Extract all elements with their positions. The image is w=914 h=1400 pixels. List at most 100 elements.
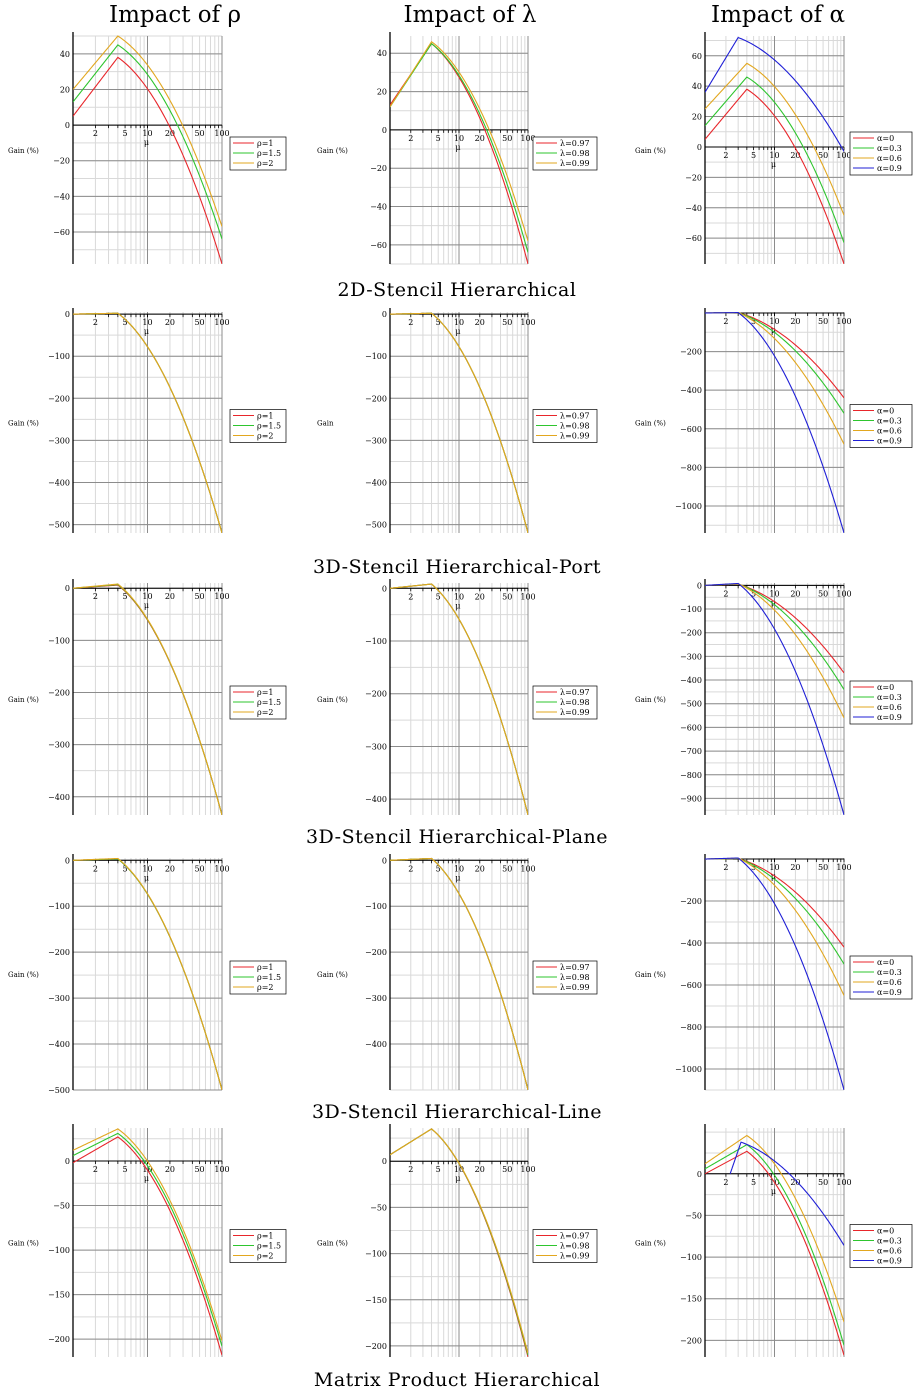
y-axis-label: Gain (%) xyxy=(635,420,666,428)
y-tick-label: −400 xyxy=(365,1040,387,1049)
x-tick-label: 20 xyxy=(790,317,800,326)
chart-panel-r2-c2: −900 −800 −700 −600 −500 −400 −300 −200 −100 0 2 5 1… xyxy=(635,579,913,815)
legend-entry: α=0.6 xyxy=(877,427,902,436)
legend-entry: α=0 xyxy=(877,958,894,967)
series-line-orange xyxy=(73,857,222,1090)
x-tick-label: 2 xyxy=(93,129,98,138)
legend-entry: λ=0.99 xyxy=(560,159,590,168)
y-tick-label: −200 xyxy=(48,948,70,957)
legend-entry: α=0.6 xyxy=(877,154,902,163)
y-tick-label: −300 xyxy=(365,436,387,445)
row-title-matrix-product: Matrix Product Hierarchical xyxy=(313,1369,601,1391)
x-tick-label: 2 xyxy=(408,592,413,601)
x-tick-label: 10 xyxy=(769,863,779,872)
x-tick-label: 10 xyxy=(454,318,464,327)
y-tick-label: 20 xyxy=(60,85,70,94)
y-tick-label: −900 xyxy=(680,794,702,803)
chart-panel-r3-c0: −500 −400 −300 −200 −100 0 2 5 10 20 50 100 μ Gain (%… xyxy=(8,854,287,1095)
y-tick-label: 0 xyxy=(65,856,70,865)
chart-panel-r1-c1: −500 −400 −300 −200 −100 0 2 5 10 20 50 100 μ Gain λ=0… xyxy=(317,308,598,533)
legend-entry: λ=0.97 xyxy=(560,1232,590,1241)
series-line-blue xyxy=(705,582,844,815)
x-axis-label: μ xyxy=(771,598,776,607)
x-tick-label: 10 xyxy=(142,592,152,601)
y-tick-label: −200 xyxy=(680,1336,702,1345)
legend-entry: α=0.3 xyxy=(877,1237,902,1246)
y-tick-label: 0 xyxy=(382,310,387,319)
series-line-orange xyxy=(73,1128,222,1342)
y-tick-label: −60 xyxy=(370,241,387,250)
legend-entry: ρ=1.5 xyxy=(257,1242,281,1251)
y-tick-label: 60 xyxy=(692,52,702,61)
x-tick-label: 20 xyxy=(790,863,800,872)
x-tick-label: 20 xyxy=(790,1178,800,1187)
x-axis-label: μ xyxy=(455,327,460,336)
legend-entry: ρ=1.5 xyxy=(257,149,281,158)
y-tick-label: −300 xyxy=(48,994,70,1003)
x-tick-label: 100 xyxy=(214,129,229,138)
x-tick-label: 5 xyxy=(436,134,441,143)
legend-entry: α=0.9 xyxy=(877,164,902,173)
series-line-orange xyxy=(73,583,222,815)
y-tick-label: −50 xyxy=(53,1202,70,1211)
x-tick-label: 50 xyxy=(194,864,204,873)
x-tick-label: 100 xyxy=(836,1178,851,1187)
legend-entry: λ=0.99 xyxy=(560,1252,590,1261)
x-axis-label: μ xyxy=(144,601,149,610)
legend-entry: ρ=1.5 xyxy=(257,422,281,431)
legend-entry: α=0.3 xyxy=(877,693,902,702)
x-tick-label: 5 xyxy=(751,589,756,598)
y-tick-label: 40 xyxy=(60,50,70,59)
series-line-orange xyxy=(390,40,528,242)
x-tick-label: 100 xyxy=(836,317,851,326)
legend-entry: ρ=2 xyxy=(257,159,274,168)
row-title-3d-line: 3D-Stencil Hierarchical-Line xyxy=(311,1101,603,1123)
x-tick-label: 20 xyxy=(475,134,485,143)
row-title-2d-stencil: 2D-Stencil Hierarchical xyxy=(337,279,577,301)
x-tick-label: 10 xyxy=(769,151,779,160)
y-tick-label: −600 xyxy=(680,425,702,434)
legend-entry: α=0.9 xyxy=(877,437,902,446)
y-axis-label: Gain xyxy=(317,420,334,428)
legend-entry: λ=0.99 xyxy=(560,983,590,992)
x-tick-label: 2 xyxy=(723,589,728,598)
y-tick-label: 0 xyxy=(697,1170,702,1179)
y-axis-label: Gain (%) xyxy=(8,147,39,155)
x-tick-label: 10 xyxy=(142,864,152,873)
legend-entry: ρ=1 xyxy=(257,139,274,148)
y-tick-label: −150 xyxy=(48,1291,70,1300)
legend-entry: ρ=2 xyxy=(257,708,274,717)
x-tick-label: 2 xyxy=(93,864,98,873)
y-tick-label: −100 xyxy=(680,1253,702,1262)
y-tick-label: −400 xyxy=(365,795,387,804)
legend-entry: λ=0.99 xyxy=(560,708,590,717)
y-tick-label: 40 xyxy=(692,82,702,91)
legend-entry: ρ=2 xyxy=(257,432,274,441)
x-tick-label: 20 xyxy=(165,1165,175,1174)
y-tick-label: 0 xyxy=(382,126,387,135)
y-tick-label: −200 xyxy=(365,948,387,957)
legend-entry: α=0.3 xyxy=(877,144,902,153)
y-tick-label: 20 xyxy=(377,88,387,97)
y-tick-label: −100 xyxy=(48,1246,70,1255)
x-tick-label: 5 xyxy=(436,864,441,873)
legend-entry: ρ=1 xyxy=(257,963,274,972)
series-line-orange xyxy=(390,857,528,1090)
y-tick-label: −500 xyxy=(365,521,387,530)
y-tick-label: −300 xyxy=(365,994,387,1003)
series-line-red xyxy=(705,88,844,264)
x-tick-label: 10 xyxy=(454,1165,464,1174)
x-tick-label: 50 xyxy=(502,318,512,327)
y-tick-label: −200 xyxy=(48,394,70,403)
y-axis-label: Gain (%) xyxy=(317,1240,348,1248)
x-tick-label: 5 xyxy=(436,318,441,327)
x-axis-label: μ xyxy=(144,138,149,147)
legend-entry: α=0.9 xyxy=(877,988,902,997)
legend-entry: λ=0.97 xyxy=(560,963,590,972)
y-tick-label: −300 xyxy=(48,436,70,445)
x-tick-label: 5 xyxy=(751,1178,756,1187)
x-tick-label: 20 xyxy=(475,592,485,601)
legend-entry: λ=0.97 xyxy=(560,688,590,697)
